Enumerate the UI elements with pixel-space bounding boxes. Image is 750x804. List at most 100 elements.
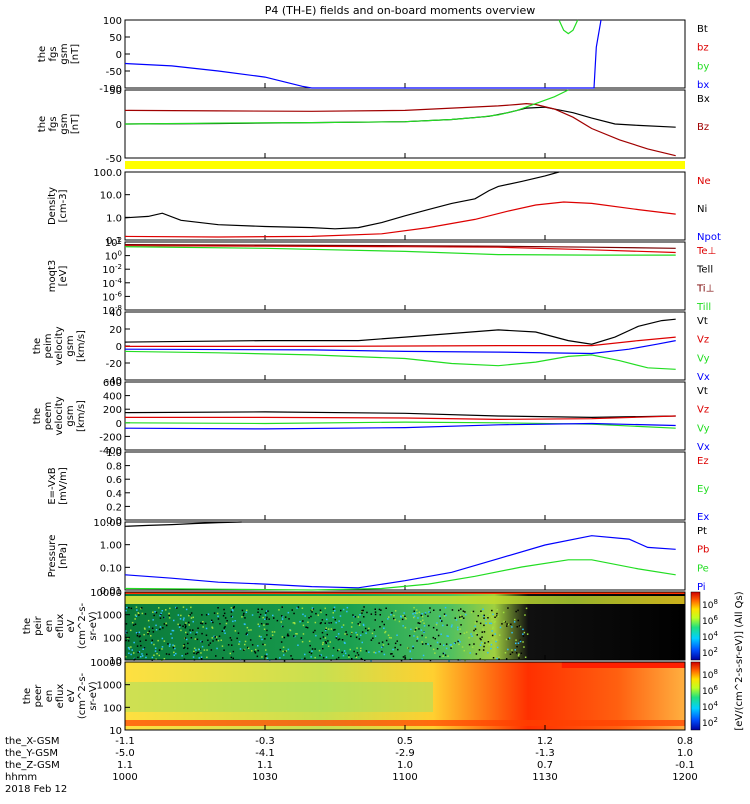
ion-pixel (365, 632, 367, 634)
ion-pixel (421, 613, 423, 615)
ion-pixel (367, 629, 369, 632)
ion-pixel (202, 621, 204, 623)
ion-pixel (349, 648, 351, 651)
ion-pixel (430, 645, 432, 647)
ion-pixel (261, 638, 263, 641)
ion-pixel (511, 626, 513, 628)
ion-pixel (194, 638, 197, 640)
ion-pixel (224, 632, 226, 634)
ion-pixel (147, 619, 150, 622)
ion-pixel (517, 655, 520, 657)
ion-pixel (308, 617, 310, 619)
ion-pixel (165, 653, 168, 655)
ion-pixel (508, 637, 511, 639)
y-tick-label: -200 (99, 432, 122, 443)
ion-pixel (168, 612, 170, 615)
ion-pixel (154, 611, 156, 613)
ion-pixel (314, 656, 316, 659)
y-tick-label: 0.4 (106, 489, 122, 500)
ion-pixel (265, 655, 267, 658)
y-axis-label: velocity (54, 396, 65, 435)
ion-pixel (455, 619, 458, 621)
panel-8: 10.00 1.00 0.10 0.01 Pressure [nPa] Pt Pb Pe Pi (47, 518, 709, 597)
ion-pixel (301, 641, 304, 643)
ion-pixel (445, 614, 447, 617)
ion-pixel (363, 616, 365, 618)
ion-pixel (165, 624, 168, 627)
ion-pixel (196, 638, 199, 641)
ion-pixel (222, 657, 224, 659)
ion-pixel (179, 618, 182, 620)
y-tick-label: 50 (109, 33, 122, 44)
ion-pixel (245, 633, 247, 635)
series-line-vx (124, 422, 676, 430)
ion-pixel (515, 610, 517, 613)
ion-pixel (272, 614, 274, 617)
ion-pixel (429, 607, 431, 609)
ion-pixel (279, 657, 281, 659)
ion-pixel (207, 613, 210, 615)
ephemeris-value: 1.0 (677, 748, 693, 759)
ion-pixel (288, 618, 290, 620)
ion-pixel (337, 656, 340, 659)
ion-pixel (140, 644, 142, 647)
ion-pixel (327, 640, 329, 642)
y-axis-label: [km/s] (76, 330, 87, 362)
ion-pixel (525, 607, 528, 610)
ion-pixel (183, 658, 186, 660)
series-line-till (124, 246, 676, 256)
ion-pixel (260, 636, 262, 638)
ion-pixel (442, 652, 445, 655)
ion-pixel (421, 634, 423, 637)
ion-pixel (418, 611, 421, 614)
ion-pixel (254, 652, 257, 654)
ion-pixel (141, 655, 144, 657)
ion-pixel (170, 633, 172, 635)
ion-pixel (126, 606, 128, 609)
ion-pixel (383, 623, 385, 626)
panel-9: 10000 1000 100 10 the peir en eflux eV (cm^2-s-sr… (22, 588, 718, 667)
ion-pixel (271, 631, 274, 633)
ion-pixel (182, 606, 185, 608)
colorbar-tick-label: 104 (702, 700, 718, 713)
ion-pixel (205, 627, 208, 630)
y-axis-label: [nT] (70, 44, 81, 64)
ion-pixel (420, 629, 423, 631)
ion-pixel (518, 653, 520, 655)
ion-pixel (159, 617, 162, 619)
ion-pixel (243, 612, 245, 615)
ion-pixel (404, 616, 406, 619)
ion-pixel (333, 606, 336, 609)
ion-pixel (125, 630, 127, 632)
panel-frame (124, 19, 686, 89)
ion-pixel (496, 657, 498, 660)
ion-pixel (286, 634, 289, 637)
y-tick-label: 0 (116, 342, 122, 353)
ion-pixel (493, 621, 495, 624)
colorbar-tick-label: 108 (702, 598, 718, 611)
ion-pixel (165, 609, 167, 611)
ion-pixel (139, 635, 141, 637)
ion-pixel (265, 657, 267, 659)
ion-pixel (393, 617, 395, 620)
ion-pixel (261, 608, 263, 610)
ion-pixel (325, 614, 328, 616)
ion-pixel (147, 633, 149, 635)
ion-pixel (453, 642, 456, 645)
ion-pixel (490, 642, 492, 645)
ion-pixel (359, 650, 362, 652)
ion-pixel (157, 639, 159, 642)
ion-pixel (133, 652, 135, 654)
ion-pixel (231, 616, 234, 618)
ion-pixel (283, 636, 286, 639)
y-tick-label: 0 (116, 50, 122, 61)
ion-pixel (236, 637, 238, 640)
ion-pixel (125, 623, 128, 625)
ion-pixel (440, 633, 442, 635)
ion-pixel (421, 615, 424, 618)
ion-pixel (327, 628, 330, 630)
figure-title: P4 (TH-E) fields and on-board moments ov… (265, 4, 536, 17)
ion-pixel (463, 617, 465, 619)
ion-pixel (287, 611, 290, 614)
ion-pixel (392, 655, 395, 658)
